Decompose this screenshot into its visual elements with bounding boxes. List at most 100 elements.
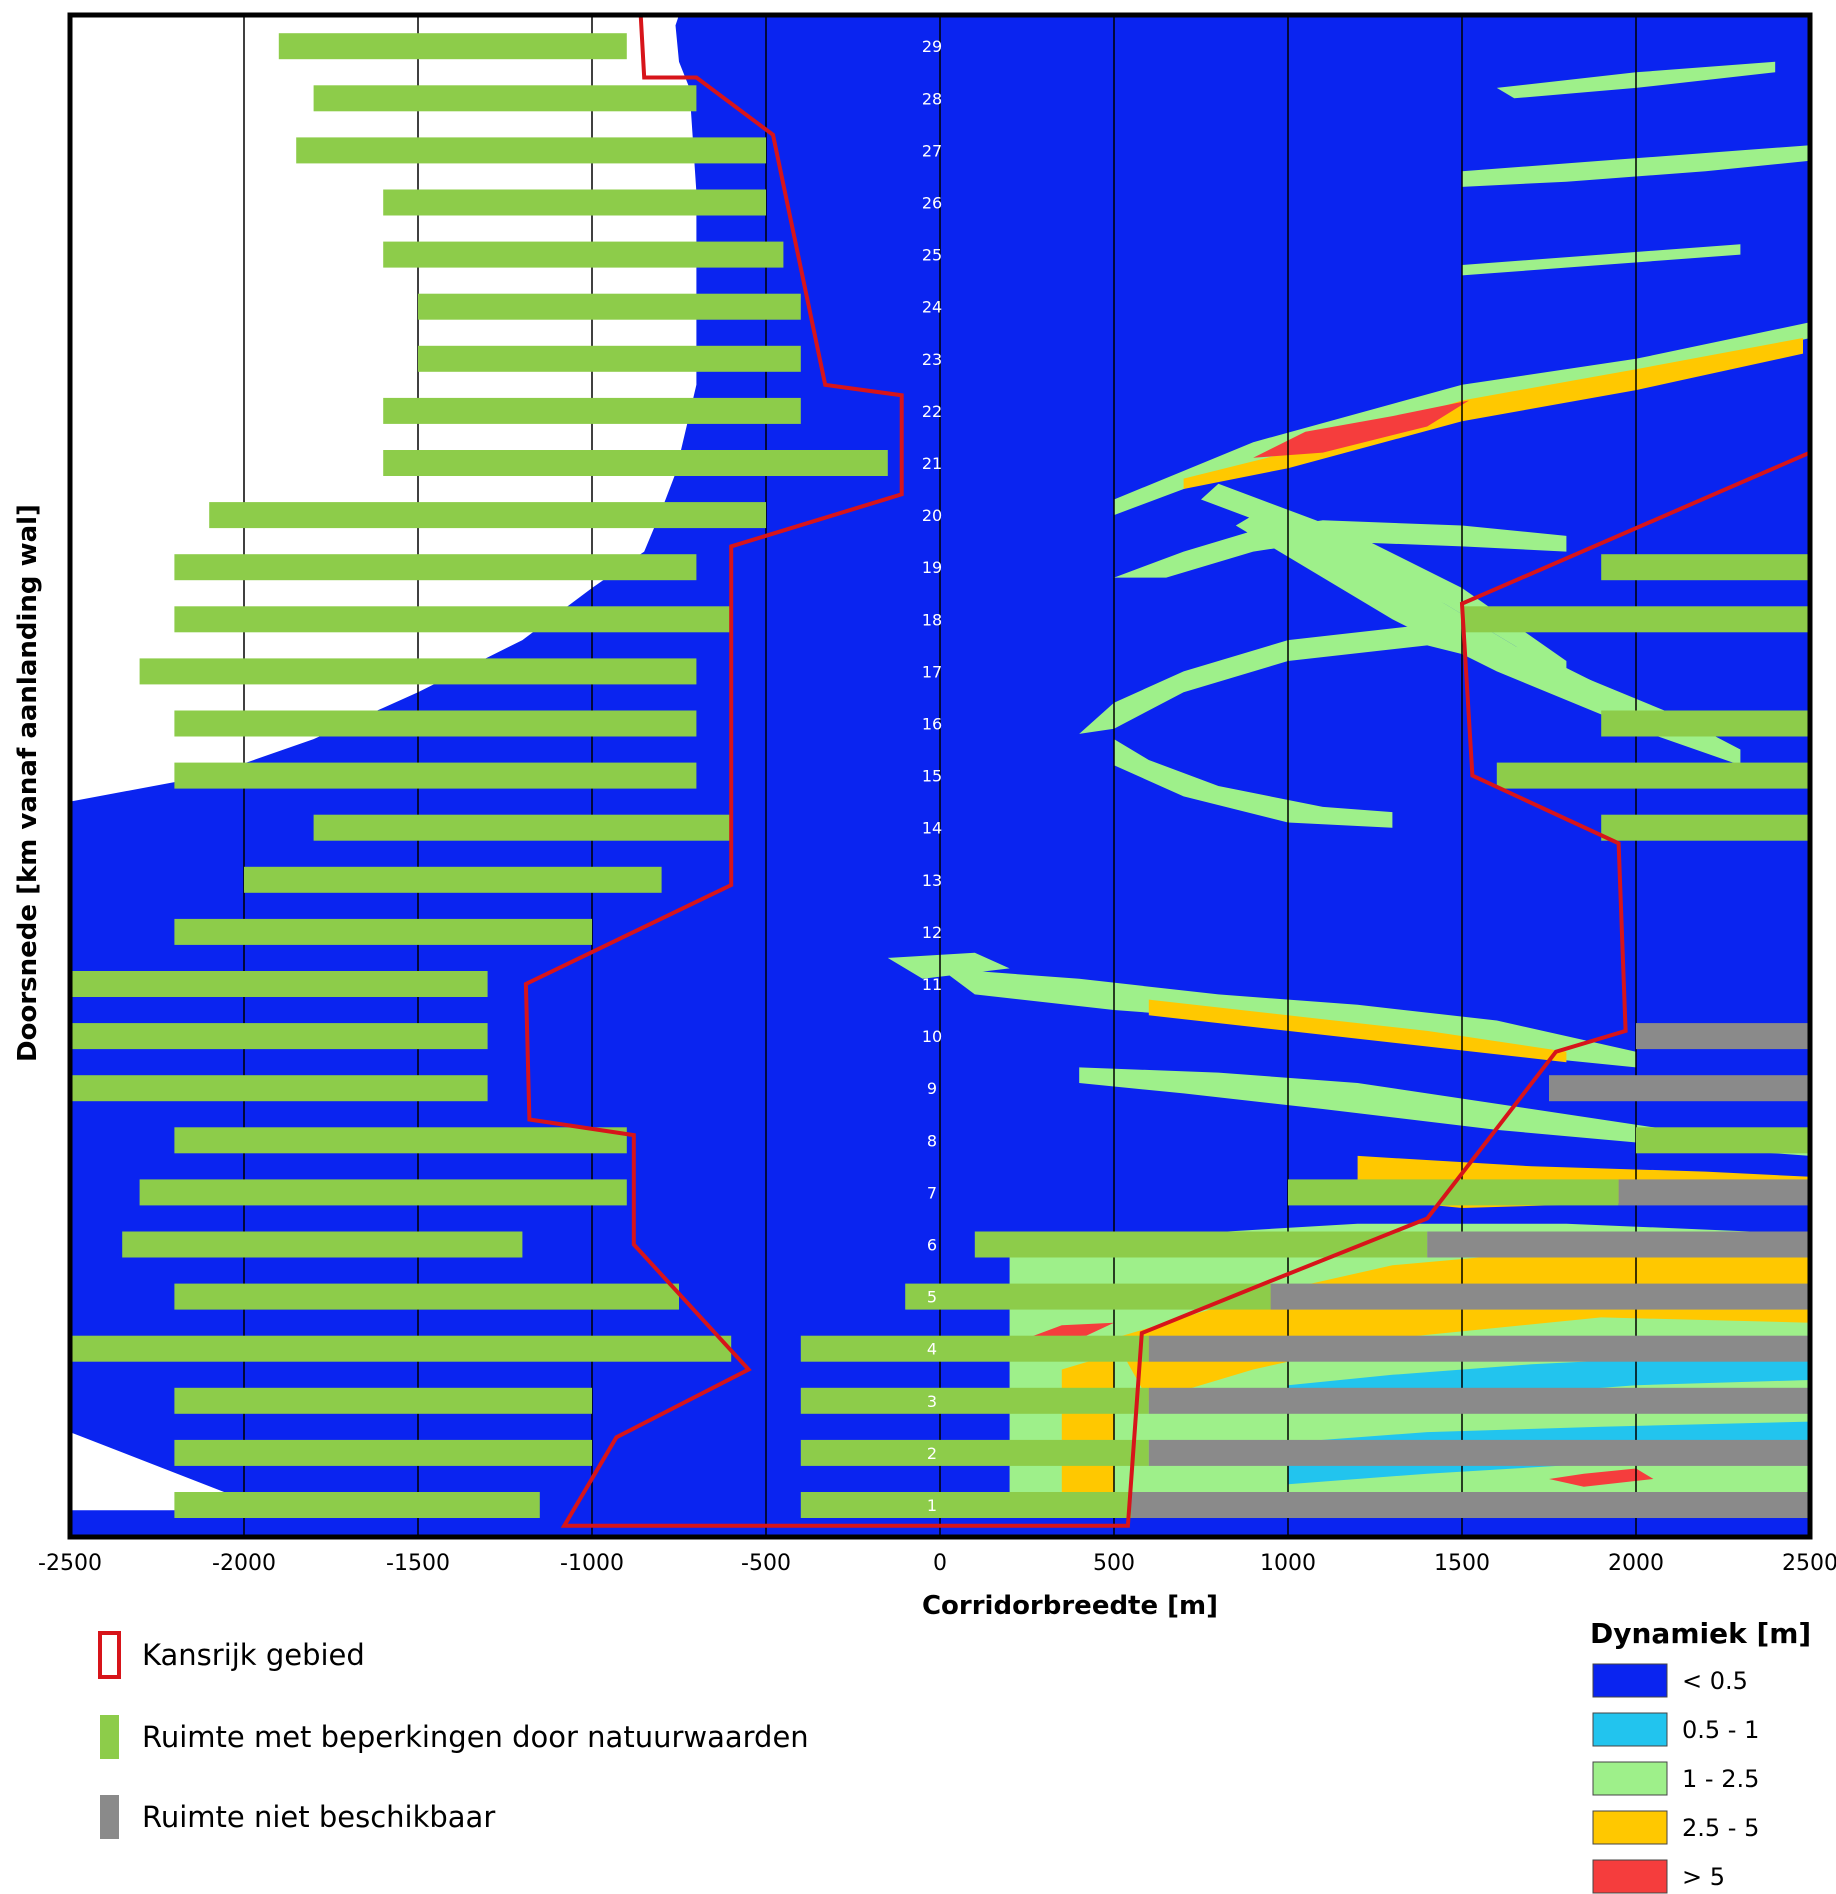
green-bar-km10-18 <box>70 1023 488 1050</box>
x-tick-9: 1500 <box>1434 1551 1490 1576</box>
x-tick-1: -2500 <box>38 1551 102 1576</box>
row-label-13: 13 <box>922 871 942 890</box>
green-bar-km6-11 <box>122 1231 523 1258</box>
green-bar-km3-6 <box>800 1387 1149 1414</box>
row-labels: 1234567891011121314151617181920212223242… <box>922 37 942 1515</box>
grey-bar-km2-2 <box>1148 1439 1810 1466</box>
row-label-19: 19 <box>922 558 942 577</box>
green-bar-km7-13 <box>139 1179 627 1206</box>
green-bar-km18-30 <box>1462 606 1810 633</box>
row-label-25: 25 <box>922 246 942 265</box>
x-tick-10: 2000 <box>1608 1551 1664 1576</box>
x-axis-title: Corridorbreedte [m] <box>922 1591 1218 1621</box>
green-bar-km16-26 <box>174 710 697 737</box>
dynamics-blob-22 <box>1201 483 1567 677</box>
row-label-12: 12 <box>922 923 942 942</box>
x-tick-6: 0 <box>933 1551 947 1576</box>
green-bar-km9-17 <box>70 1075 488 1102</box>
grey-bar-km1-1 <box>1131 1492 1810 1518</box>
legend-label-kansrijk: Kansrijk gebied <box>142 1638 365 1672</box>
dynamics-blob-5 <box>1114 520 1567 578</box>
row-label-5: 5 <box>927 1288 937 1307</box>
dynamiek-swatch-2 <box>1592 1712 1668 1747</box>
row-label-17: 17 <box>922 662 942 681</box>
green-bar-km13-21 <box>244 866 662 893</box>
dynamics-blob-17 <box>1549 1468 1654 1487</box>
green-bar-km19-31 <box>174 554 697 581</box>
green-bar-km29-42 <box>278 33 627 60</box>
dynamics-blob-14 <box>1061 1353 1114 1505</box>
x-tick-4: -1000 <box>560 1551 624 1576</box>
land-area <box>70 15 697 1537</box>
x-tick-5: -500 <box>741 1551 791 1576</box>
x-tick-3: -1500 <box>386 1551 450 1576</box>
x-axis-ticks: -2500 -2000 -1500 -1000 -500 0 500 1000 1500 2000… <box>38 1551 1836 1576</box>
row-label-2: 2 <box>927 1444 937 1463</box>
dynamics-blob-7 <box>1114 739 1393 828</box>
green-bar-km12-20 <box>174 918 592 945</box>
x-tick-7: 500 <box>1093 1551 1135 1576</box>
green-bar-km3-5 <box>174 1387 592 1414</box>
row-label-27: 27 <box>922 141 942 160</box>
row-label-15: 15 <box>922 767 942 786</box>
bars <box>70 33 1810 1518</box>
row-label-28: 28 <box>922 89 942 108</box>
row-label-8: 8 <box>927 1131 937 1150</box>
row-label-29: 29 <box>922 37 942 56</box>
plot-area: 1234567891011121314151617181920212223242… <box>67 12 1813 1540</box>
green-bar-km5-9 <box>174 1283 679 1310</box>
x-tick-8: 1000 <box>1260 1551 1316 1576</box>
legend-item-niet: Ruimte niet beschikbaar <box>100 1795 495 1839</box>
row-label-18: 18 <box>922 610 942 629</box>
row-label-24: 24 <box>922 298 942 317</box>
green-bar-km5-10 <box>905 1283 1271 1310</box>
legend-swatch-natuur <box>100 1715 119 1759</box>
dynamiek-legend-title: Dynamiek [m] <box>1590 1617 1811 1650</box>
row-label-21: 21 <box>922 454 942 473</box>
green-bar-km4-8 <box>800 1335 1149 1362</box>
row-label-22: 22 <box>922 402 942 421</box>
green-bar-km20-33 <box>209 502 766 529</box>
green-bar-km22-35 <box>383 397 801 424</box>
legend-item-natuur: Ruimte met beperkingen door natuurwaarde… <box>100 1715 809 1759</box>
green-bar-km8-16 <box>1636 1127 1810 1154</box>
green-bar-km11-19 <box>70 971 488 997</box>
plot-frame <box>67 12 1813 1540</box>
green-bar-km19-32 <box>1601 554 1810 581</box>
green-bar-km6-12 <box>974 1231 1428 1258</box>
legend: Kansrijk gebied Ruimte met beperkingen do… <box>98 1631 809 1839</box>
green-bar-km14-22 <box>313 814 732 841</box>
row-label-10: 10 <box>922 1027 942 1046</box>
green-bar-km17-28 <box>139 658 697 685</box>
green-bar-km2-3 <box>174 1439 592 1466</box>
y-axis-title: Doorsnede [km vanaf aanlanding wal] <box>13 504 43 1062</box>
green-bar-km28-41 <box>313 85 697 112</box>
grey-bar-km5-5 <box>1270 1283 1810 1310</box>
grey-bar-km10-9 <box>1636 1023 1810 1050</box>
x-tick-11: 2500 <box>1782 1551 1836 1576</box>
grey-bar-km6-6 <box>1427 1231 1810 1258</box>
legend-label-natuur: Ruimte met beperkingen door natuurwaarde… <box>142 1720 809 1754</box>
dynamiek-swatch-3 <box>1592 1761 1668 1796</box>
green-bar-km18-29 <box>174 606 732 633</box>
green-bar-km14-23 <box>1601 814 1810 841</box>
green-bar-km26-39 <box>383 189 766 216</box>
green-bar-km15-24 <box>174 762 697 789</box>
row-label-20: 20 <box>922 506 942 525</box>
kansrijk-gebied-outline <box>523 13 1812 1528</box>
grey-bar-km4-4 <box>1148 1335 1810 1362</box>
legend-item-kansrijk: Kansrijk gebied <box>98 1631 365 1679</box>
x-tick-2: -2000 <box>212 1551 276 1576</box>
green-bar-km15-25 <box>1496 762 1810 789</box>
dynamiek-legend: Dynamiek [m] < 0.5 0.5 - 1 1 - 2.5 2.5 - 5 > … <box>1590 1617 1811 1894</box>
row-label-11: 11 <box>922 975 942 994</box>
dynamics-blob-21 <box>1462 244 1741 276</box>
dynamics-blob-10 <box>1079 1067 1810 1156</box>
dynamics-blob-2 <box>1183 338 1803 489</box>
green-bar-km16-27 <box>1601 710 1810 737</box>
grey-bar-km7-7 <box>1618 1179 1810 1206</box>
row-label-4: 4 <box>927 1340 937 1359</box>
row-label-1: 1 <box>927 1496 937 1515</box>
legend-swatch-kansrijk <box>98 1631 121 1679</box>
